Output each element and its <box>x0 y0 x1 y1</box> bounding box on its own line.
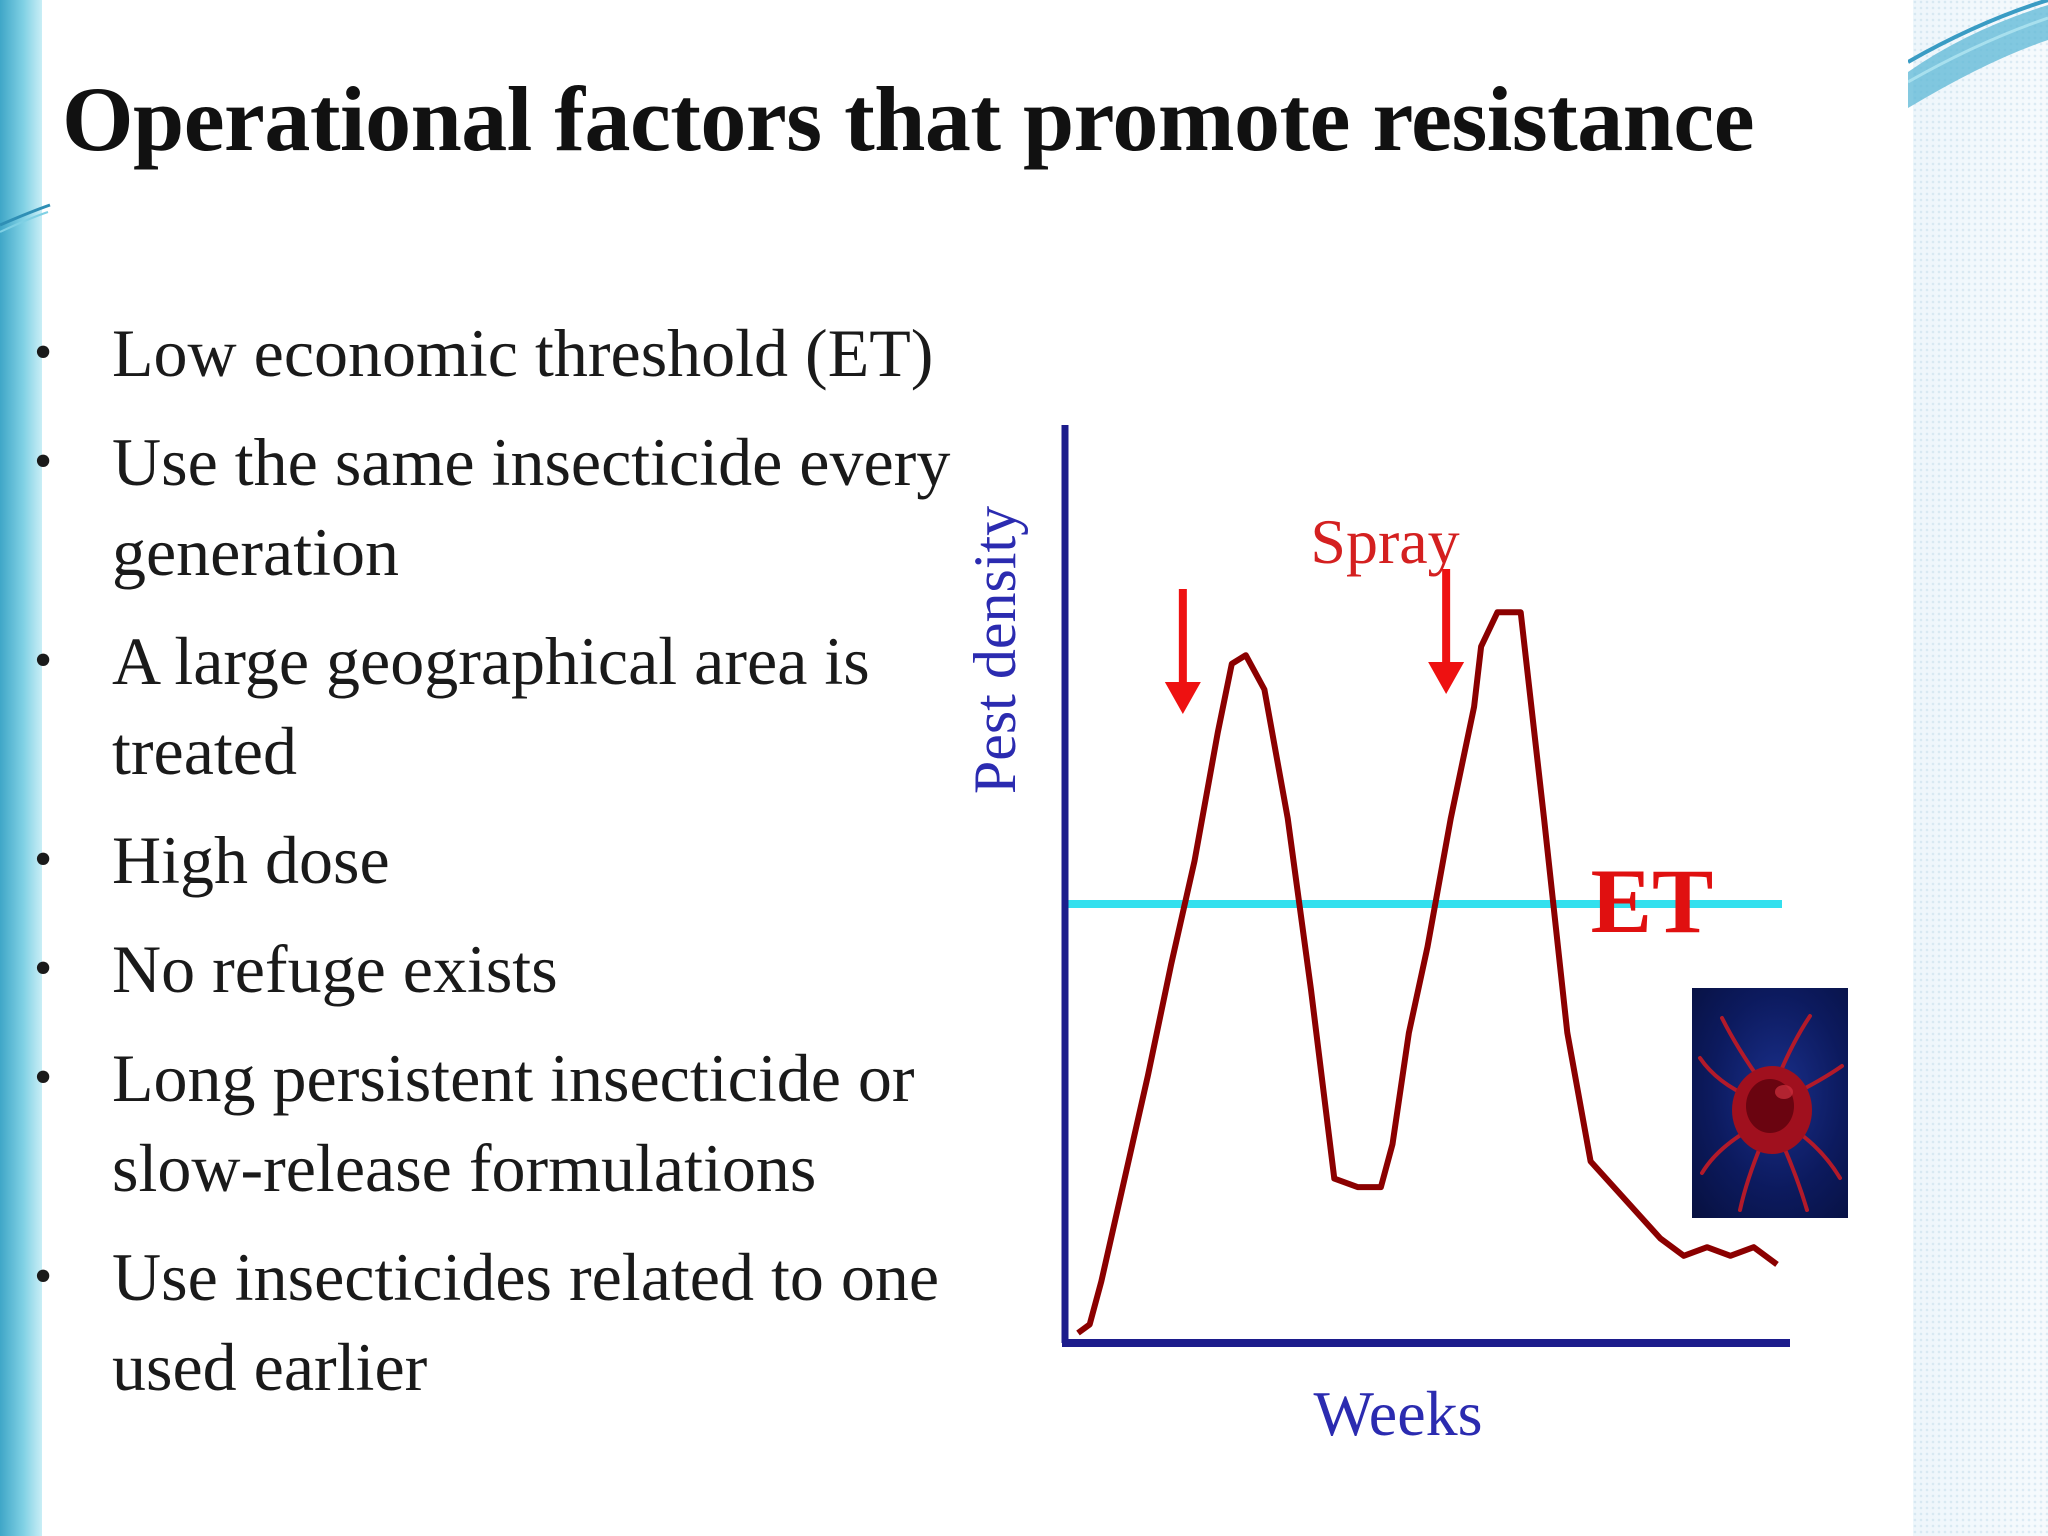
pest-density-line <box>1076 609 1779 1336</box>
bullet-item: • Use the same insecticide every generati… <box>30 417 960 597</box>
bullet-item: • A large geographical area is treated <box>30 616 960 796</box>
bullet-list: • Low economic threshold (ET) • Use the sa… <box>30 308 960 1431</box>
spray-arrows <box>1164 569 1465 714</box>
bullet-item: • Use insecticides related to one used ea… <box>30 1232 960 1412</box>
y-axis-label: Pest density <box>962 506 1028 794</box>
bullet-text: Use the same insecticide every generatio… <box>112 424 951 590</box>
bullet-text: No refuge exists <box>112 931 558 1007</box>
bullet-text: Low economic threshold (ET) <box>112 315 934 391</box>
bullet-item: • Low economic threshold (ET) <box>30 308 960 398</box>
bullet-dot: • <box>34 1049 53 1106</box>
bullet-dot: • <box>34 1248 53 1305</box>
bullet-dot: • <box>34 324 53 381</box>
threshold-label: ET <box>1591 850 1714 952</box>
left-decor-band <box>0 0 42 1536</box>
spray-label: Spray <box>1310 506 1459 577</box>
bullet-dot: • <box>34 940 53 997</box>
bullet-dot: • <box>34 433 53 490</box>
top-right-swoosh <box>1908 0 2048 108</box>
slide-title: Operational factors that promote resista… <box>62 68 1755 170</box>
bullet-text: Use insecticides related to one used ear… <box>112 1239 940 1405</box>
bullet-dot: • <box>34 632 53 689</box>
bullet-text: A large geographical area is treated <box>112 623 870 789</box>
right-decor-band <box>1913 0 2048 1536</box>
spray-arrow <box>1164 589 1201 714</box>
bullet-text: Long persistent insecticide or slow-rele… <box>112 1040 915 1206</box>
bullet-item: • Long persistent insecticide or slow-rel… <box>30 1033 960 1213</box>
mite-icon <box>1698 1014 1844 1212</box>
spray-arrow <box>1428 569 1465 694</box>
x-axis-label: Weeks <box>1314 1378 1483 1449</box>
bullet-item: • High dose <box>30 815 960 905</box>
bullet-text: High dose <box>112 822 390 898</box>
mite-photo <box>1692 988 1848 1218</box>
top-left-swoosh <box>0 203 51 233</box>
bullet-item: • No refuge exists <box>30 924 960 1014</box>
bullet-dot: • <box>34 831 53 888</box>
